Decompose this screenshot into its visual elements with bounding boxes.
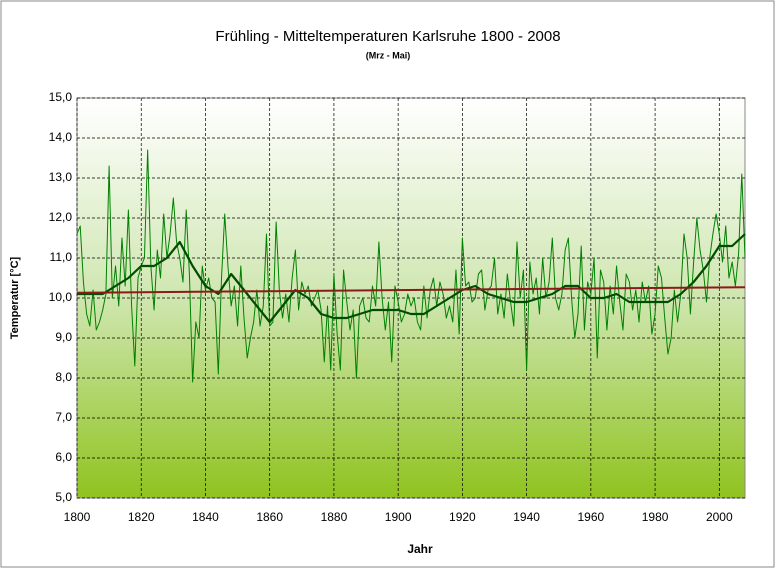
x-tick-label: 1840: [192, 510, 219, 524]
data-line: [77, 233, 746, 324]
y-tick-label: 8,0: [55, 370, 72, 384]
y-tick-label: 11,0: [50, 250, 73, 264]
x-tick-label: 1940: [513, 510, 540, 524]
y-tick-label: 12,0: [49, 210, 73, 224]
x-tick-label: 1980: [642, 510, 669, 524]
x-axis-label: Jahr: [407, 542, 433, 556]
y-tick-label: 9,0: [55, 330, 72, 344]
y-tick-label: 5,0: [55, 490, 72, 504]
y-tick-label: 7,0: [55, 410, 72, 424]
x-tick-label: 1820: [128, 510, 155, 524]
y-tick-label: 15,0: [49, 90, 73, 104]
x-tick-label: 1960: [577, 510, 604, 524]
x-tick-label: 1880: [321, 510, 348, 524]
y-tick-label: 10,0: [49, 290, 73, 304]
x-tick-label: 1860: [256, 510, 283, 524]
chart-subtitle: (Mrz - Mai): [366, 50, 411, 60]
x-tick-label: 1800: [64, 510, 91, 524]
data-line: [76, 149, 746, 383]
chart-title: Frühling - Mitteltemperaturen Karlsruhe …: [215, 28, 560, 45]
x-tick-label: 1900: [385, 510, 412, 524]
y-tick-label: 14,0: [49, 130, 73, 144]
x-tick-label: 2000: [706, 510, 733, 524]
y-axis-label: Temperatur [°C]: [9, 256, 21, 339]
y-tick-label: 6,0: [55, 450, 72, 464]
x-tick-label: 1920: [449, 510, 476, 524]
y-tick-label: 13,0: [49, 170, 73, 184]
data-line: [76, 286, 746, 294]
